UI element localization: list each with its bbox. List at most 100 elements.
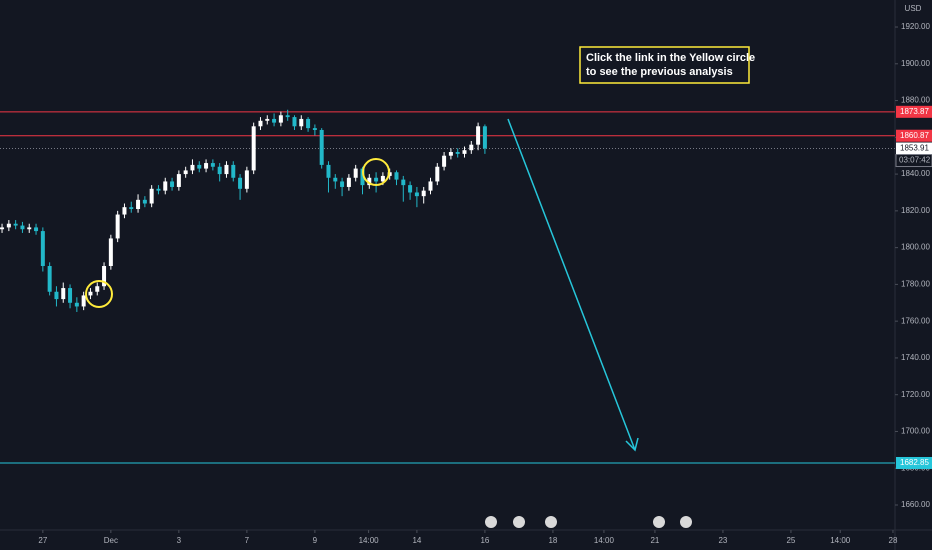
- x-tick-label: 7: [245, 536, 250, 545]
- candle-body: [27, 227, 32, 230]
- candle-body: [469, 144, 474, 151]
- candle-body: [333, 177, 338, 182]
- candle-body: [306, 118, 311, 129]
- countdown-tag: [895, 154, 932, 168]
- candle-body: [421, 190, 426, 197]
- candle-body: [340, 181, 345, 187]
- event-icon[interactable]: [513, 516, 525, 528]
- event-icon[interactable]: [653, 516, 665, 528]
- y-tick-label: 1740.00: [901, 353, 930, 362]
- annotation-box: [579, 46, 750, 84]
- candle-body: [374, 177, 379, 182]
- candle-body: [122, 207, 127, 215]
- x-tick-label: 14:00: [830, 536, 851, 545]
- candle-body: [210, 163, 215, 167]
- x-tick-label: 9: [313, 536, 318, 545]
- candle-body: [13, 223, 18, 226]
- x-tick-label: 21: [650, 536, 659, 545]
- candle-body: [54, 291, 59, 300]
- candle-body: [190, 164, 195, 171]
- candle-body: [401, 179, 406, 186]
- candle-body: [244, 170, 249, 189]
- x-tick-label: 14:00: [359, 536, 380, 545]
- candle-body: [272, 118, 277, 123]
- candle-body: [95, 286, 100, 292]
- candle-body: [149, 188, 154, 204]
- candle-body: [204, 163, 209, 169]
- candle-body: [428, 181, 433, 191]
- currency-label: USD: [905, 4, 922, 13]
- projection-arrow: [507, 118, 636, 451]
- annotation-text: Click the link in the Yellow circle: [586, 52, 755, 64]
- highlight-circle[interactable]: [85, 280, 113, 308]
- level-label: 1873.87: [900, 107, 929, 116]
- event-icon[interactable]: [485, 516, 497, 528]
- y-tick-label: 1720.00: [901, 390, 930, 399]
- candle-body: [81, 295, 86, 307]
- x-tick-label: Dec: [104, 536, 118, 545]
- x-tick-label: 18: [548, 536, 557, 545]
- candle-body: [0, 227, 5, 230]
- x-tick-label: 28: [889, 536, 898, 545]
- y-tick-label: 1660.00: [901, 500, 930, 509]
- candle-body: [380, 175, 385, 182]
- candle-body: [102, 266, 107, 287]
- candle-body: [176, 174, 181, 187]
- candle-body: [68, 288, 73, 303]
- candle-body: [34, 227, 39, 232]
- x-tick-label: 14:00: [594, 536, 615, 545]
- candle-body: [278, 115, 283, 123]
- candle-body: [408, 185, 413, 193]
- countdown-label: 03:07:42: [899, 156, 931, 165]
- candle-body: [414, 192, 419, 197]
- candle-body: [367, 177, 372, 186]
- candle-body: [6, 223, 11, 228]
- y-tick-label: 1760.00: [901, 316, 930, 325]
- y-tick-label: 1900.00: [901, 59, 930, 68]
- candle-body: [319, 129, 324, 165]
- event-icon[interactable]: [680, 516, 692, 528]
- candle-body: [292, 117, 297, 127]
- y-tick-label: 1800.00: [901, 243, 930, 252]
- candle-body: [346, 177, 351, 187]
- candle-body: [115, 214, 120, 239]
- y-tick-label: 1700.00: [901, 427, 930, 436]
- candle-body: [326, 164, 331, 178]
- annotation-text: to see the previous analysis: [586, 66, 733, 78]
- candle-body: [238, 177, 243, 189]
- candle-body: [265, 118, 270, 121]
- arrow-head: [625, 437, 639, 452]
- event-icon[interactable]: [545, 516, 557, 528]
- candle-body: [360, 168, 365, 186]
- candle-body: [312, 128, 317, 130]
- candle-body: [40, 231, 45, 267]
- level-tag: [896, 456, 932, 469]
- candle-body: [353, 168, 358, 178]
- candle-body: [476, 126, 481, 145]
- x-tick-label: 23: [718, 536, 727, 545]
- level-tag: [896, 129, 932, 142]
- y-tick-label: 1840.00: [901, 169, 930, 178]
- event-icons: [485, 516, 692, 528]
- candle-body: [142, 199, 147, 204]
- level-label: 1860.87: [900, 131, 929, 140]
- level-tag: [896, 105, 932, 118]
- candle-body: [108, 238, 113, 267]
- x-tick-label: 27: [38, 536, 47, 545]
- x-tick-label: 16: [480, 536, 489, 545]
- candle-body: [462, 150, 467, 154]
- highlight-circle[interactable]: [362, 158, 390, 186]
- candle-body: [251, 126, 256, 171]
- y-tick-label: 1780.00: [901, 280, 930, 289]
- candle-body: [435, 166, 440, 182]
- candle-body: [299, 118, 304, 127]
- candle-body: [170, 181, 175, 187]
- x-tick-label: 3: [177, 536, 182, 545]
- candle-body: [20, 225, 25, 230]
- last-price-label: 1853.91: [900, 144, 929, 153]
- x-tick-label: 14: [412, 536, 421, 545]
- y-tick-label: 1820.00: [901, 206, 930, 215]
